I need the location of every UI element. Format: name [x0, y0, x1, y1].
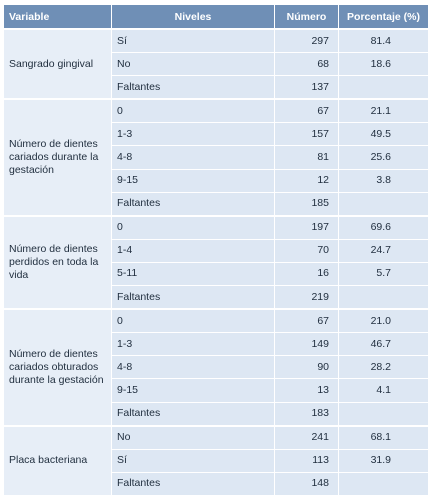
- nivel-cell: 0: [111, 308, 275, 334]
- nivel-cell: 1-3: [111, 332, 275, 357]
- porcentaje-cell: 18.6: [338, 52, 429, 77]
- header-numero: Número: [274, 4, 339, 30]
- numero-cell: 157: [274, 122, 339, 147]
- numero-cell: 67: [274, 308, 339, 334]
- nivel-cell: 1-4: [111, 238, 275, 263]
- nivel-cell: Sí: [111, 448, 275, 473]
- numero-cell: 137: [274, 75, 339, 100]
- table-row: Sangrado gingival Sí 297 81.4: [3, 27, 429, 100]
- porcentaje-cell: 68.1: [338, 424, 429, 450]
- porcentaje-cell: [338, 75, 429, 100]
- table-body: Sangrado gingival Sí 297 81.4 No 68 18.6 Faltan…: [3, 27, 429, 497]
- numero-cell: 90: [274, 355, 339, 380]
- nivel-cell: 4-8: [111, 145, 275, 170]
- porcentaje-cell: [338, 191, 429, 217]
- numero-cell: 185: [274, 191, 339, 217]
- header-row: Variable Niveles Número Porcentaje (%): [3, 4, 429, 30]
- nivel-cell: 4-8: [111, 355, 275, 380]
- variable-cell: Número de dientes cariados obturados dur…: [3, 308, 112, 427]
- numero-cell: 197: [274, 214, 339, 240]
- table-header: Variable Niveles Número Porcentaje (%): [3, 4, 429, 30]
- nivel-cell: Faltantes: [111, 75, 275, 100]
- nivel-cell: Faltantes: [111, 471, 275, 497]
- numero-cell: 12: [274, 168, 339, 193]
- header-variable: Variable: [3, 4, 112, 30]
- variable-cell: Sangrado gingival: [3, 27, 112, 100]
- table-row: Faltantes 219: [4, 285, 429, 310]
- porcentaje-cell: 21.0: [338, 308, 429, 334]
- table-row: Faltantes 183: [4, 401, 429, 427]
- data-table: Variable Niveles Número Porcentaje (%) S…: [3, 4, 429, 497]
- variable-cell: Número de dientes cariados durante la ge…: [3, 98, 112, 217]
- table-row: 5-11 16 5.7: [4, 261, 429, 287]
- table-row: Número de dientes perdidos en toda la vi…: [3, 214, 429, 310]
- nivel-cell: 0: [111, 214, 275, 240]
- table-row: 1-4 70 24.7: [4, 238, 429, 263]
- porcentaje-cell: [338, 285, 429, 310]
- table-row: Número de dientes cariados obturados dur…: [3, 308, 429, 427]
- porcentaje-cell: 25.6: [338, 145, 429, 170]
- nivel-cell: 9-15: [111, 168, 275, 193]
- table-row: 4-8 90 28.2: [4, 355, 429, 380]
- porcentaje-cell: 46.7: [338, 332, 429, 357]
- numero-cell: 219: [274, 285, 339, 310]
- numero-cell: 183: [274, 401, 339, 427]
- porcentaje-cell: 4.1: [338, 378, 429, 403]
- nivel-cell: Faltantes: [111, 401, 275, 427]
- porcentaje-cell: [338, 471, 429, 497]
- porcentaje-cell: 28.2: [338, 355, 429, 380]
- nivel-cell: Faltantes: [111, 191, 275, 217]
- table-row: 9-15 13 4.1: [4, 378, 429, 403]
- nivel-cell: 9-15: [111, 378, 275, 403]
- porcentaje-cell: 24.7: [338, 238, 429, 263]
- porcentaje-cell: 5.7: [338, 261, 429, 287]
- numero-cell: 148: [274, 471, 339, 497]
- numero-cell: 16: [274, 261, 339, 287]
- table-row: 4-8 81 25.6: [4, 145, 429, 170]
- header-porcentaje: Porcentaje (%): [338, 4, 429, 30]
- table-row: No 68 18.6: [4, 52, 429, 77]
- porcentaje-cell: 81.4: [338, 28, 429, 54]
- table-row: 9-15 12 3.8: [4, 168, 429, 193]
- header-niveles: Niveles: [111, 4, 275, 30]
- nivel-cell: 0: [111, 98, 275, 124]
- table-row: Faltantes 148: [4, 471, 429, 497]
- variable-cell: Número de dientes perdidos en toda la vi…: [3, 214, 112, 310]
- numero-cell: 149: [274, 332, 339, 357]
- porcentaje-cell: [338, 401, 429, 427]
- table-row: Placa bacteriana No 241 68.1: [3, 424, 429, 496]
- nivel-cell: Sí: [111, 28, 275, 54]
- nivel-cell: No: [111, 52, 275, 77]
- nivel-cell: 5-11: [111, 261, 275, 287]
- nivel-cell: 1-3: [111, 122, 275, 147]
- numero-cell: 241: [274, 424, 339, 450]
- porcentaje-cell: 31.9: [338, 448, 429, 473]
- numero-cell: 81: [274, 145, 339, 170]
- table-row: Número de dientes cariados durante la ge…: [3, 98, 429, 217]
- numero-cell: 68: [274, 52, 339, 77]
- porcentaje-cell: 21.1: [338, 98, 429, 124]
- numero-cell: 67: [274, 98, 339, 124]
- nivel-cell: No: [111, 424, 275, 450]
- table-row: 1-3 157 49.5: [4, 122, 429, 147]
- table-row: Faltantes 137: [4, 75, 429, 100]
- numero-cell: 13: [274, 378, 339, 403]
- numero-cell: 70: [274, 238, 339, 263]
- variable-cell: Placa bacteriana: [3, 424, 112, 496]
- porcentaje-cell: 49.5: [338, 122, 429, 147]
- numero-cell: 297: [274, 28, 339, 54]
- porcentaje-cell: 3.8: [338, 168, 429, 193]
- porcentaje-cell: 69.6: [338, 214, 429, 240]
- numero-cell: 113: [274, 448, 339, 473]
- nivel-cell: Faltantes: [111, 285, 275, 310]
